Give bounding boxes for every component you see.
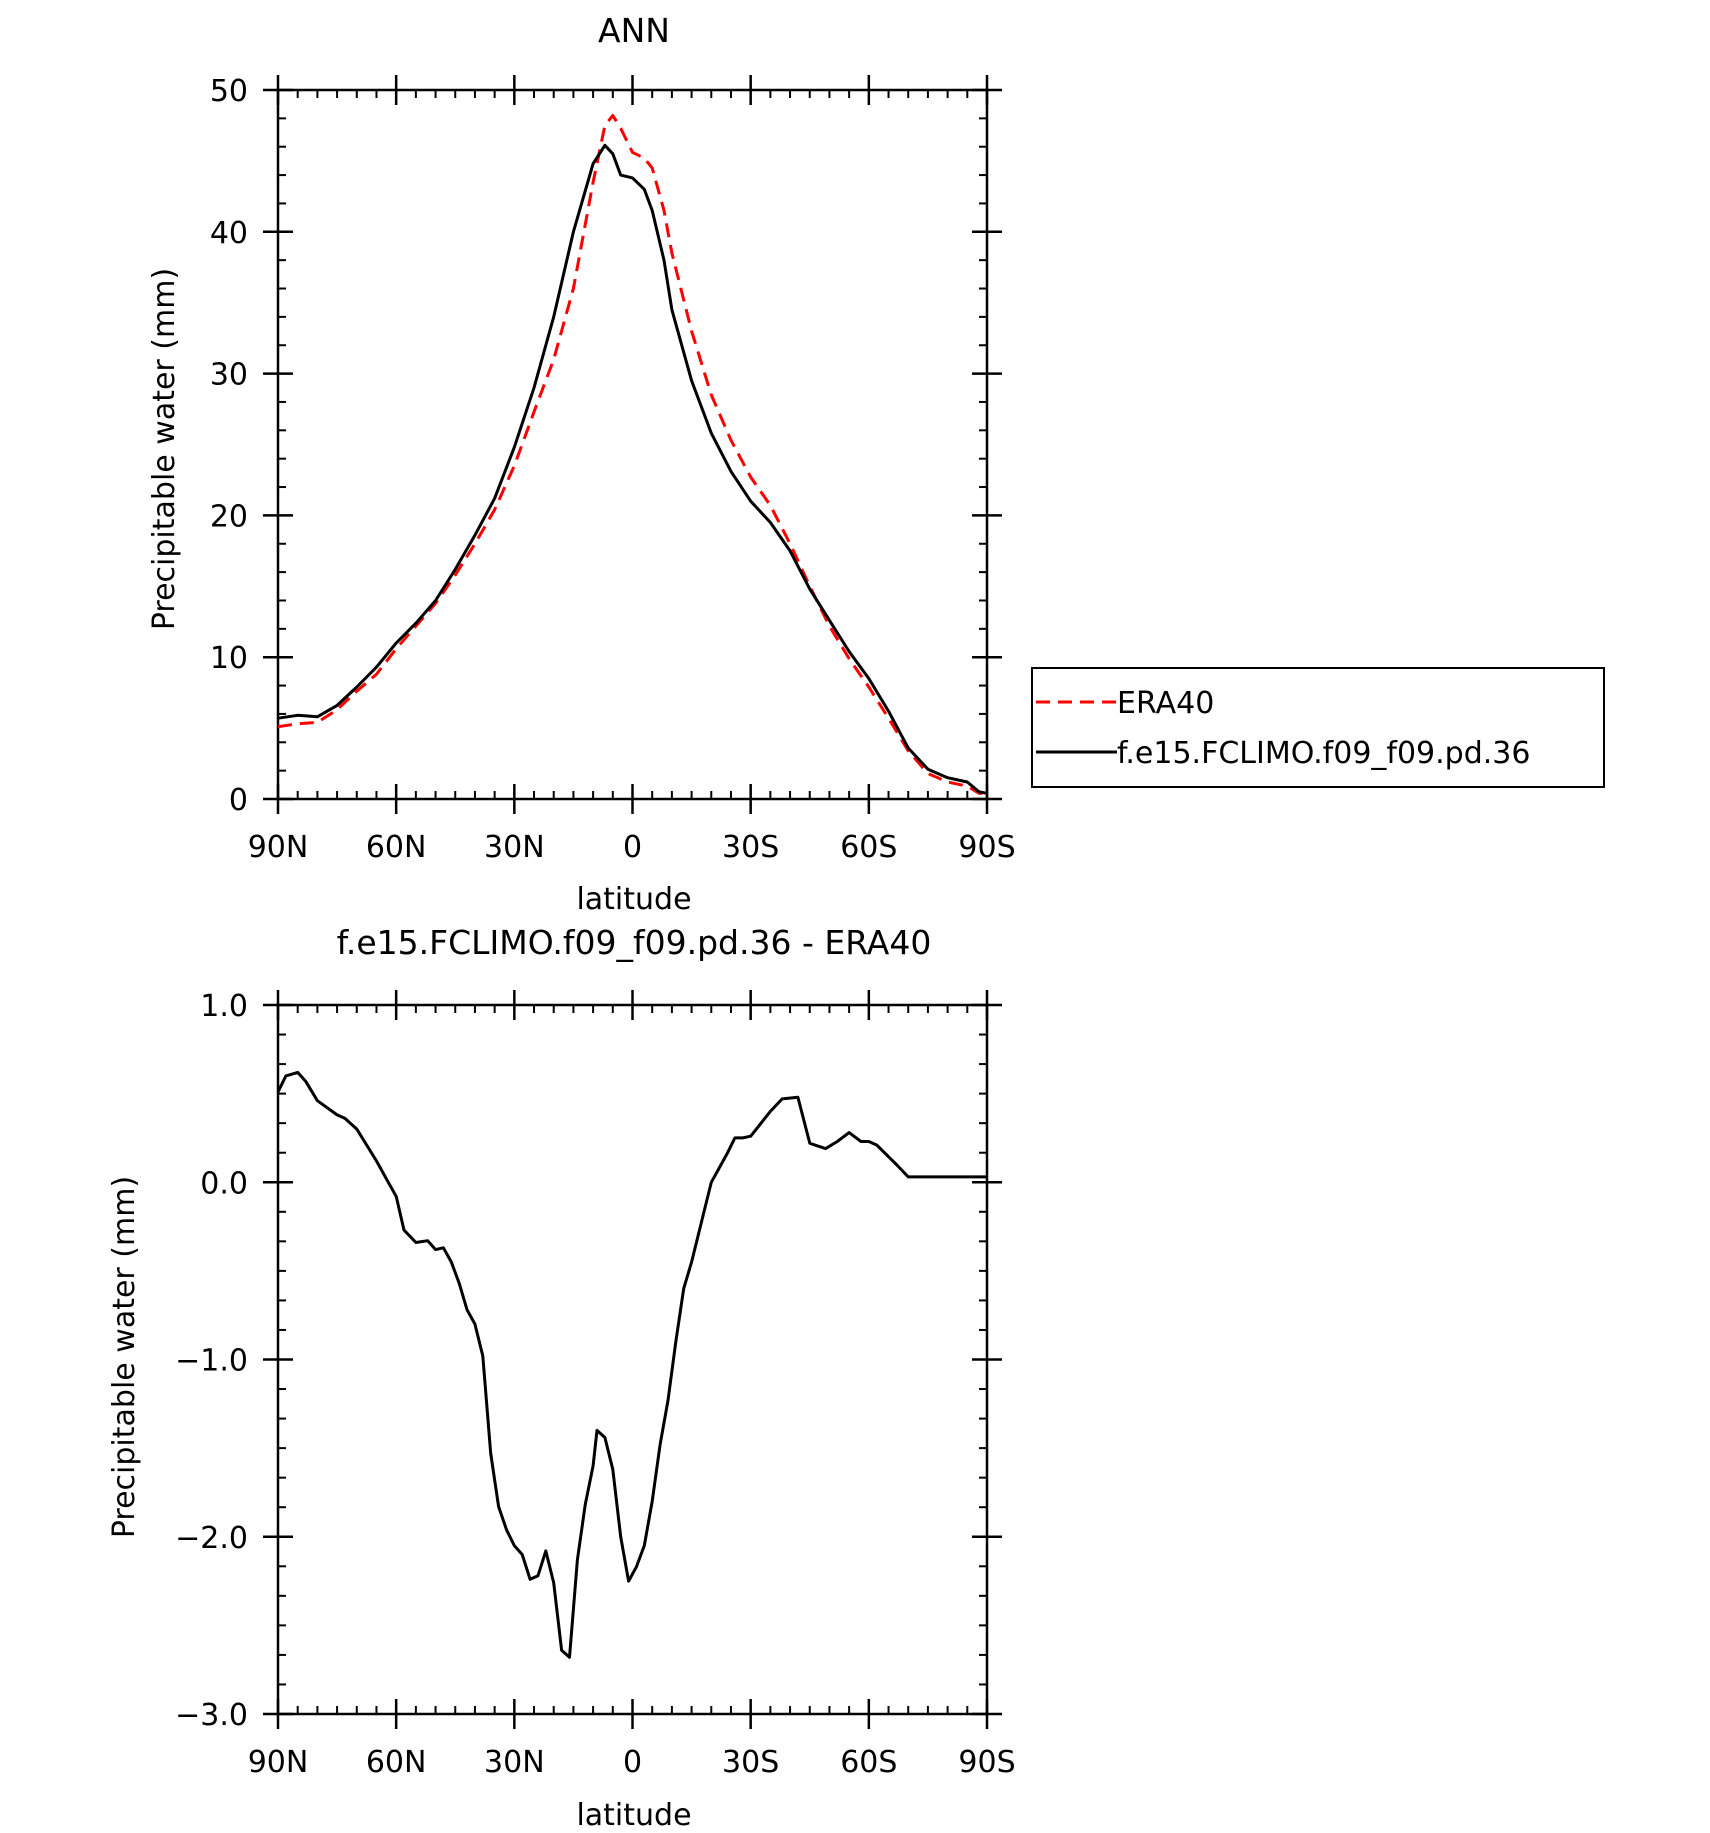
- x-tick-label: 30S: [722, 1745, 779, 1780]
- x-tick-label: 0: [623, 1745, 642, 1780]
- y-tick-label: 30: [210, 358, 248, 393]
- y-tick-label: −1.0: [175, 1344, 248, 1379]
- x-tick-label: 90N: [248, 830, 309, 865]
- y-tick-label: 20: [210, 499, 248, 534]
- top-x-axis-label: latitude: [576, 882, 691, 917]
- bottom-y-axis-label: Precipitable water (mm): [107, 1176, 142, 1538]
- x-tick-label: 60S: [840, 830, 897, 865]
- bottom-x-axis-label: latitude: [576, 1798, 691, 1833]
- top-legend: ERA40 f.e15.FCLIMO.f09_f09.pd.36: [1031, 667, 1605, 788]
- y-tick-label: 0: [229, 783, 248, 818]
- series-line-1: [277, 143, 988, 795]
- x-tick-label: 60N: [366, 830, 427, 865]
- series-line-0: [277, 114, 987, 795]
- y-tick-label: 50: [210, 74, 248, 109]
- y-tick-label: 40: [210, 216, 248, 251]
- x-tick-label: 60S: [840, 1745, 897, 1780]
- legend-label-1: f.e15.FCLIMO.f09_f09.pd.36: [1117, 736, 1530, 771]
- plot-frame: [276, 88, 989, 801]
- x-tick-label: 30N: [484, 1745, 545, 1780]
- y-tick-label: −3.0: [175, 1698, 248, 1733]
- bottom-chart-title: f.e15.FCLIMO.f09_f09.pd.36 - ERA40: [337, 923, 932, 962]
- legend-box: [1031, 667, 1605, 788]
- y-tick-label: 10: [210, 641, 248, 676]
- top-panel: 90N 60N 30N 0 30S 60S 90S 0 10 20 30 40 50 ANN latit…: [147, 11, 1605, 917]
- bottom-panel: 90N 60N 30N 0 30S 60S 90S −3.0 −2.0 −1.0 0.0 1.0 f.…: [107, 923, 1016, 1833]
- y-tick-label: 0.0: [200, 1166, 248, 1201]
- bottom-plot-area: 90N 60N 30N 0 30S 60S 90S −3.0 −2.0 −1.0 0.0 1.0: [175, 989, 1015, 1780]
- x-tick-label: 90N: [248, 1745, 309, 1780]
- legend-label-0: ERA40: [1117, 686, 1214, 721]
- top-plot-area: 90N 60N 30N 0 30S 60S 90S 0 10 20 30 40 50: [210, 74, 1016, 865]
- x-tick-label: 60N: [366, 1745, 427, 1780]
- plot-frame: [276, 1003, 989, 1716]
- x-tick-label: 90S: [958, 1745, 1015, 1780]
- y-tick-label: −2.0: [175, 1521, 248, 1556]
- top-y-axis-label: Precipitable water (mm): [147, 268, 182, 630]
- x-tick-label: 30N: [484, 830, 545, 865]
- series-line-0: [276, 1070, 987, 1659]
- x-tick-label: 30S: [722, 830, 779, 865]
- x-tick-label: 90S: [958, 830, 1015, 865]
- top-chart-title: ANN: [598, 11, 670, 50]
- y-tick-label: 1.0: [200, 989, 248, 1024]
- x-tick-label: 0: [623, 830, 642, 865]
